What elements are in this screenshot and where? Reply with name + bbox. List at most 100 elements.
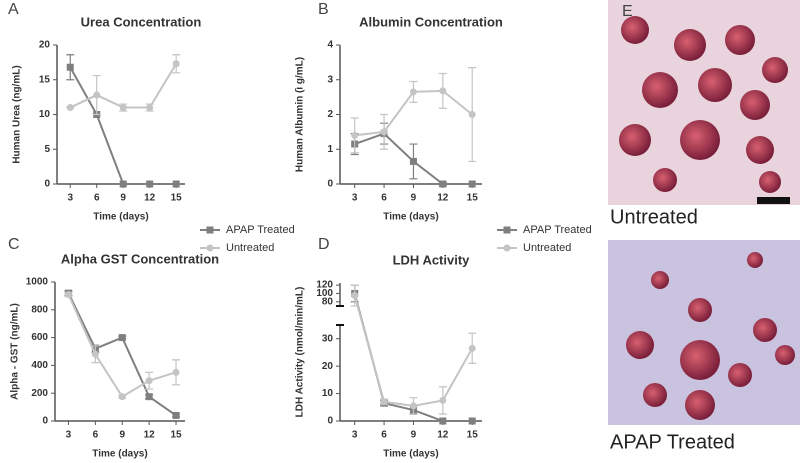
image-caption: Untreated [610, 206, 698, 228]
x-tick-label: 6 [93, 430, 99, 441]
x-axis-label: Time (days) [93, 212, 148, 223]
x-axis-label: Time (days) [383, 449, 438, 460]
legend-marker [206, 244, 214, 252]
y-tick-label: 15 [39, 74, 51, 85]
panel-letter: B [318, 1, 329, 18]
y-tick-label: 1000 [26, 277, 49, 288]
y-tick-label: 80 [322, 296, 334, 307]
panel-letter: E [622, 3, 633, 20]
data-point [119, 180, 127, 188]
data-point [146, 180, 154, 188]
y-tick-label: 4 [327, 40, 333, 51]
y-tick-label: 800 [31, 304, 48, 315]
data-point [409, 402, 417, 410]
data-point [468, 180, 476, 188]
y-tick-label: 0 [327, 179, 333, 190]
x-tick-label: 12 [437, 430, 449, 441]
panel-letter: C [8, 236, 20, 253]
y-axis-label: Human Urea (ng/mL) [12, 65, 23, 163]
y-tick-label: 10 [39, 109, 51, 120]
legend-marker [503, 244, 511, 252]
legend-marker [206, 226, 214, 234]
data-point [172, 368, 180, 376]
data-point [118, 393, 126, 401]
y-tick-label: 3 [327, 74, 333, 85]
x-tick-label: 3 [67, 193, 73, 204]
data-point [468, 344, 476, 352]
data-point [351, 131, 359, 139]
x-tick-label: 12 [144, 193, 156, 204]
y-tick-label: 0 [42, 416, 48, 427]
data-point [409, 157, 417, 165]
data-point [145, 393, 153, 401]
x-tick-label: 3 [352, 430, 358, 441]
legend-label: APAP Treated [523, 224, 592, 236]
series-line [353, 295, 474, 407]
data-point [409, 88, 417, 96]
series-line [67, 294, 177, 399]
x-tick-label: 15 [170, 430, 182, 441]
y-tick-label: 10 [322, 388, 334, 399]
y-tick-label: 5 [44, 144, 50, 155]
y-tick-label: 600 [31, 332, 48, 343]
x-tick-label: 9 [411, 430, 417, 441]
data-point [468, 111, 476, 118]
data-point [64, 291, 72, 299]
y-tick-label: 100 [316, 288, 333, 299]
data-point [172, 411, 180, 419]
y-tick-label: 0 [327, 416, 333, 427]
y-tick-label: 120 [316, 280, 333, 291]
legend-label: Untreated [523, 242, 571, 254]
data-point [66, 63, 74, 71]
chart-title: Alpha GST Concentration [61, 251, 219, 266]
x-tick-label: 15 [467, 430, 479, 441]
data-point [380, 128, 388, 136]
panel-letter: A [8, 1, 19, 18]
series-line [69, 63, 178, 109]
y-axis-label: Alpha - GST (ng/mL) [10, 303, 21, 400]
x-tick-label: 9 [120, 193, 126, 204]
data-point [145, 377, 153, 385]
y-tick-label: 20 [39, 40, 51, 51]
y-axis-label: Human Albumin (ì g/mL) [295, 57, 306, 172]
data-point [439, 396, 447, 404]
data-point [146, 104, 154, 112]
x-axis-label: Time (days) [383, 212, 438, 223]
chart-title: Urea Concentration [81, 14, 202, 29]
legend-label: APAP Treated [226, 224, 295, 236]
series-line [69, 66, 177, 185]
y-axis-label: LDH Activity (nmol/min/mL) [295, 287, 306, 418]
x-tick-label: 6 [381, 430, 387, 441]
y-tick-label: 20 [322, 361, 334, 372]
x-tick-label: 3 [66, 430, 72, 441]
data-point [439, 417, 447, 425]
data-point [439, 87, 447, 95]
legend-label: Untreated [226, 242, 274, 254]
y-tick-label: 1 [327, 144, 333, 155]
x-tick-label: 9 [119, 430, 125, 441]
data-point [468, 417, 476, 425]
panel-letter: D [318, 236, 330, 253]
image-caption: APAP Treated [610, 431, 735, 453]
data-point [66, 104, 74, 112]
x-tick-label: 6 [381, 193, 387, 204]
data-point [93, 91, 101, 99]
data-point [118, 334, 126, 342]
y-tick-label: 30 [322, 333, 334, 344]
data-point [439, 180, 447, 188]
data-point [91, 350, 99, 358]
photo-apap [608, 240, 800, 425]
y-tick-label: 0 [44, 179, 50, 190]
chart-title: Albumin Concentration [359, 14, 503, 29]
y-tick-label: 200 [31, 388, 48, 399]
x-tick-label: 12 [437, 193, 449, 204]
chart-title: LDH Activity [393, 252, 471, 267]
data-point [172, 60, 180, 68]
data-point [351, 292, 359, 300]
x-tick-label: 3 [352, 193, 358, 204]
data-point [380, 398, 388, 406]
x-tick-label: 6 [94, 193, 100, 204]
x-tick-label: 12 [144, 430, 156, 441]
x-tick-label: 15 [467, 193, 479, 204]
